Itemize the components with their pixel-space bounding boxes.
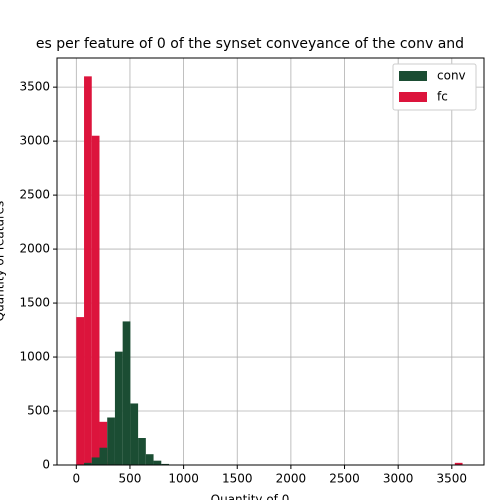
histogram-bar xyxy=(122,321,131,465)
histogram-bar xyxy=(153,460,162,465)
histogram-bar xyxy=(91,135,100,466)
legend-label: conv xyxy=(437,69,466,83)
histogram-bar xyxy=(91,457,100,465)
x-tick-label: 500 xyxy=(119,472,142,486)
y-tick-label: 500 xyxy=(27,404,50,418)
x-tick-label: 0 xyxy=(72,472,80,486)
legend-swatch xyxy=(399,71,427,81)
histogram-bar xyxy=(99,447,108,465)
legend-swatch xyxy=(399,92,427,102)
y-tick-label: 3000 xyxy=(19,134,50,148)
legend-label: fc xyxy=(437,90,448,104)
x-tick-label: 1500 xyxy=(222,472,253,486)
histogram-bar xyxy=(161,463,170,465)
y-tick-label: 3500 xyxy=(19,80,50,94)
histogram-bar xyxy=(114,351,123,465)
chart-title: es per feature of 0 of the synset convey… xyxy=(36,36,464,52)
x-tick-label: 2500 xyxy=(329,472,360,486)
y-tick-label: 1500 xyxy=(19,296,50,310)
x-tick-label: 3500 xyxy=(437,472,468,486)
histogram-bar xyxy=(130,403,139,465)
histogram-bar xyxy=(76,317,85,465)
histogram-bar xyxy=(84,76,92,465)
y-tick-label: 0 xyxy=(42,458,50,472)
plot-frame xyxy=(56,57,485,466)
x-tick-label: 3000 xyxy=(383,472,414,486)
histogram-bar xyxy=(138,438,146,465)
x-axis-label: Quantity of 0 xyxy=(211,493,290,500)
histogram-bar xyxy=(107,417,115,465)
x-tick-label: 2000 xyxy=(276,472,307,486)
histogram-bar xyxy=(145,454,154,465)
x-tick-label: 1000 xyxy=(168,472,199,486)
histogram-bar xyxy=(99,421,108,465)
y-tick-label: 1000 xyxy=(19,350,50,364)
histogram-bar xyxy=(84,462,92,465)
y-tick-label: 2500 xyxy=(19,188,50,202)
y-tick-label: 2000 xyxy=(19,242,50,256)
y-axis-label: Quantity of features xyxy=(0,201,7,322)
histogram-bar xyxy=(454,462,463,465)
